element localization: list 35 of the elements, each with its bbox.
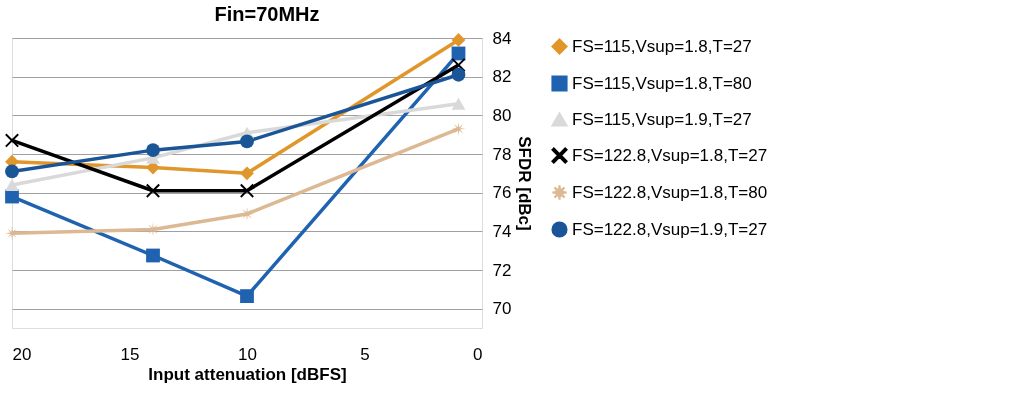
x-tick-label: 10 xyxy=(238,344,257,364)
point xyxy=(240,166,254,181)
legend-label: FS=115,Vsup=1.8,T=27 xyxy=(572,36,752,56)
x-tick-label: 5 xyxy=(360,344,370,364)
point xyxy=(240,183,254,198)
point xyxy=(146,248,160,263)
y-tick-label: 72 xyxy=(492,260,512,280)
legend-label: FS=122.8,Vsup=1.8,T=80 xyxy=(572,182,768,202)
legend-label: FS=115,Vsup=1.8,T=80 xyxy=(572,73,752,93)
y-tick-label: 70 xyxy=(492,299,512,319)
legend-label: FS=115,Vsup=1.9,T=27 xyxy=(572,109,752,129)
x-tick-label: 15 xyxy=(120,344,140,364)
point xyxy=(5,164,19,179)
y-axis-title: SFDR [dBc] xyxy=(515,136,535,231)
point xyxy=(5,178,19,191)
point xyxy=(451,67,466,82)
y-tick-label: 78 xyxy=(492,144,512,164)
x-tick-label: 0 xyxy=(473,344,483,364)
point xyxy=(146,183,160,198)
point xyxy=(451,97,466,110)
y-tick-label: 74 xyxy=(492,221,512,241)
y-tick-label: 82 xyxy=(492,67,512,87)
x-axis-title: Input attenuation [dBFS] xyxy=(148,364,347,384)
y-tick-label: 80 xyxy=(492,105,512,125)
y-tick-label: 76 xyxy=(492,183,512,203)
point xyxy=(146,143,160,158)
chart-title: Fin=70MHz xyxy=(214,3,320,25)
legend-label: FS=122.8,Vsup=1.8,T=27 xyxy=(572,145,768,165)
y-tick-label: 84 xyxy=(492,28,512,48)
point xyxy=(451,33,466,47)
x-tick-label: 20 xyxy=(12,344,32,364)
point xyxy=(240,134,254,149)
legend-label: FS=122.8,Vsup=1.9,T=27 xyxy=(572,219,768,239)
point xyxy=(240,289,254,303)
point xyxy=(240,207,254,221)
